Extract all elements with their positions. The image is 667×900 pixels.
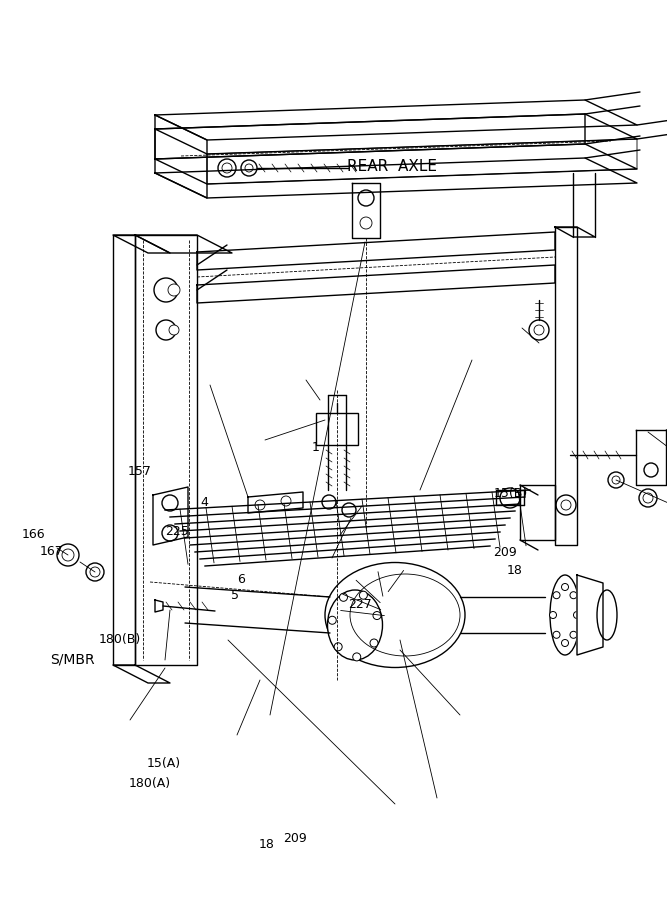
Circle shape <box>90 567 100 577</box>
Text: 4: 4 <box>200 496 208 508</box>
Text: 209: 209 <box>283 832 307 845</box>
Polygon shape <box>197 265 555 303</box>
Circle shape <box>360 591 368 599</box>
Polygon shape <box>113 235 170 253</box>
Circle shape <box>534 325 544 335</box>
Polygon shape <box>155 100 637 140</box>
Polygon shape <box>352 183 380 238</box>
Circle shape <box>168 284 180 296</box>
Circle shape <box>328 616 336 625</box>
Polygon shape <box>155 600 163 612</box>
Circle shape <box>608 472 624 488</box>
Polygon shape <box>113 235 135 665</box>
Text: S/MBR: S/MBR <box>50 652 95 667</box>
Circle shape <box>574 611 580 618</box>
Circle shape <box>370 639 378 647</box>
Circle shape <box>570 591 577 599</box>
Polygon shape <box>555 227 595 237</box>
Circle shape <box>562 583 568 590</box>
Polygon shape <box>113 665 170 683</box>
Text: 180(B): 180(B) <box>99 633 141 645</box>
Circle shape <box>612 476 620 484</box>
Circle shape <box>561 500 571 510</box>
Polygon shape <box>197 232 555 270</box>
Ellipse shape <box>325 562 465 668</box>
Text: 6: 6 <box>237 573 245 586</box>
Ellipse shape <box>327 590 382 660</box>
Text: 15(B): 15(B) <box>494 487 528 500</box>
Circle shape <box>218 159 236 177</box>
Ellipse shape <box>550 575 580 655</box>
Polygon shape <box>577 575 603 655</box>
Circle shape <box>644 463 658 477</box>
Polygon shape <box>248 492 303 513</box>
Circle shape <box>556 495 576 515</box>
Polygon shape <box>636 430 666 485</box>
Text: 227: 227 <box>348 598 372 611</box>
Circle shape <box>169 325 179 335</box>
Circle shape <box>500 488 520 508</box>
Polygon shape <box>155 115 207 198</box>
Circle shape <box>156 320 176 340</box>
Text: 225: 225 <box>165 526 189 538</box>
Polygon shape <box>155 114 637 154</box>
Circle shape <box>57 544 79 566</box>
Polygon shape <box>207 139 637 184</box>
Polygon shape <box>155 158 637 198</box>
Circle shape <box>322 495 336 509</box>
Polygon shape <box>155 144 637 184</box>
Text: 15(A): 15(A) <box>147 757 181 770</box>
Circle shape <box>639 489 657 507</box>
Text: REAR  AXLE: REAR AXLE <box>347 159 437 174</box>
Circle shape <box>334 643 342 651</box>
Circle shape <box>353 652 361 661</box>
Circle shape <box>342 503 356 517</box>
Text: 18: 18 <box>507 564 523 577</box>
Circle shape <box>373 611 381 619</box>
Text: 5: 5 <box>231 590 239 602</box>
Text: 157: 157 <box>128 465 152 478</box>
Circle shape <box>553 631 560 638</box>
Polygon shape <box>135 235 197 665</box>
Circle shape <box>529 320 549 340</box>
Bar <box>316 413 358 445</box>
Polygon shape <box>153 487 188 545</box>
Text: 18: 18 <box>259 838 275 850</box>
Polygon shape <box>520 485 555 540</box>
Circle shape <box>570 631 577 638</box>
Circle shape <box>340 593 348 601</box>
Ellipse shape <box>597 590 617 640</box>
Circle shape <box>553 591 560 599</box>
Circle shape <box>241 160 257 176</box>
Polygon shape <box>555 227 577 545</box>
Text: 166: 166 <box>22 528 45 541</box>
Polygon shape <box>135 235 232 253</box>
Text: 167: 167 <box>40 545 64 558</box>
Circle shape <box>162 495 178 511</box>
Text: 180(A): 180(A) <box>129 777 171 789</box>
Circle shape <box>162 525 178 541</box>
Circle shape <box>62 549 74 561</box>
Text: 1: 1 <box>312 441 320 454</box>
Circle shape <box>86 563 104 581</box>
Circle shape <box>562 640 568 646</box>
Circle shape <box>358 190 374 206</box>
Circle shape <box>245 164 253 172</box>
Circle shape <box>222 163 232 173</box>
Text: 209: 209 <box>494 546 518 559</box>
Polygon shape <box>155 114 585 159</box>
Circle shape <box>154 278 178 302</box>
Circle shape <box>550 611 556 618</box>
Circle shape <box>643 493 653 503</box>
Circle shape <box>360 217 372 229</box>
